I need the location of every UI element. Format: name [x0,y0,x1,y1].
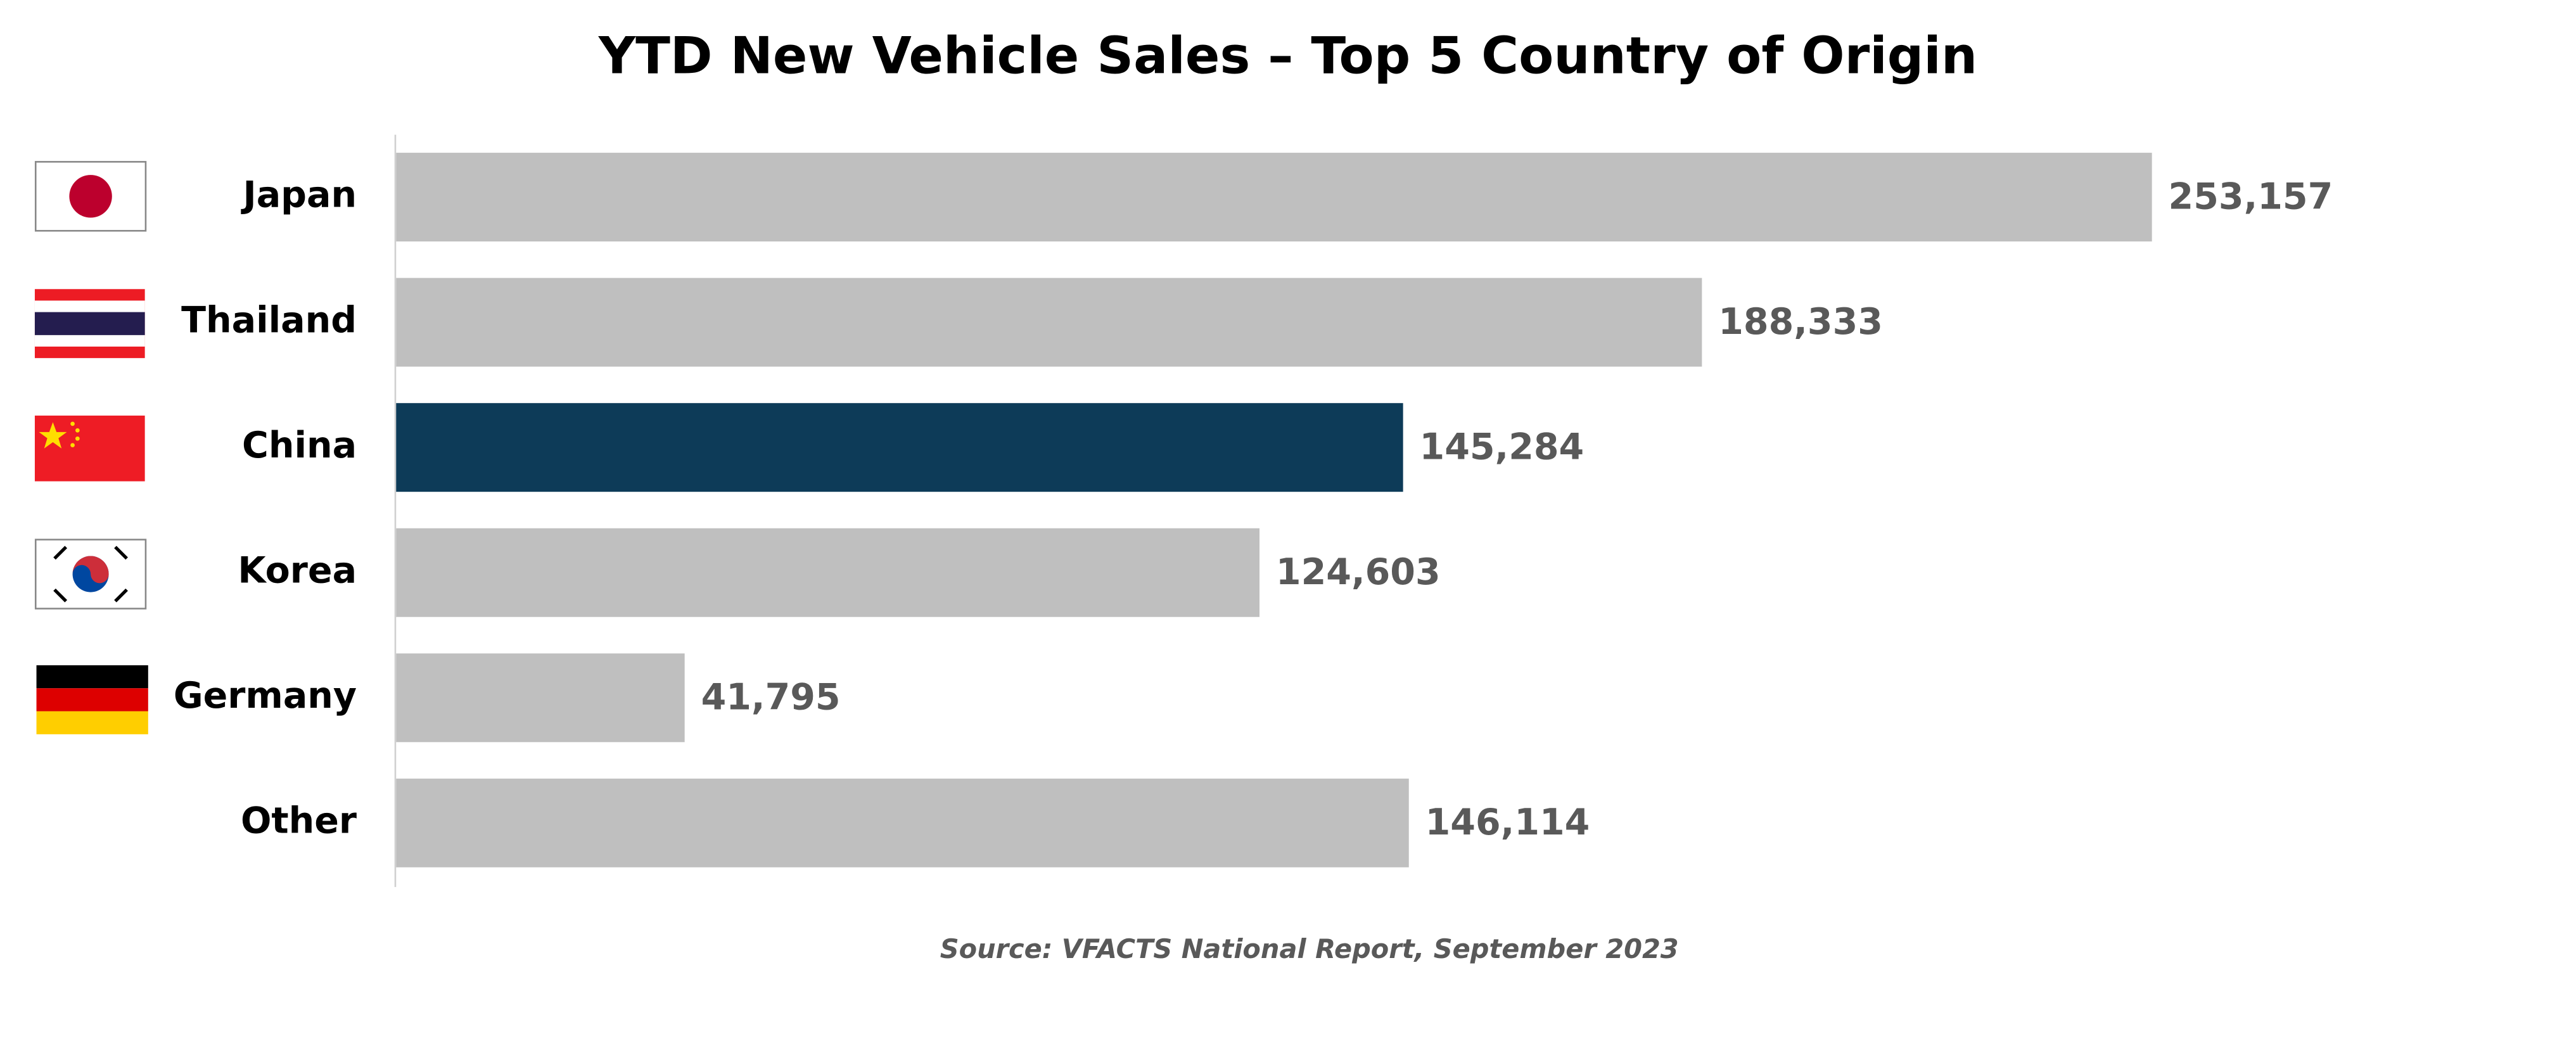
category-label: Thailand [181,299,357,341]
flag-thailand [34,289,145,359]
category-label: Other [241,800,357,841]
category-label: Korea [238,549,357,591]
source-note: Source: VFACTS National Report, Septembe… [940,934,1679,964]
value-label: 253,157 [2169,176,2333,217]
bar [396,278,1702,367]
value-label: 124,603 [1276,551,1441,593]
bar [396,528,1260,617]
category-label: Germany [174,675,357,717]
flag-korea [34,539,147,610]
category-label: China [242,425,357,466]
value-label: 41,795 [701,676,841,718]
flag-japan [34,161,147,232]
value-label: 188,333 [1718,301,1883,343]
flag-china [34,415,145,482]
value-label: 145,284 [1420,426,1584,468]
flag-germany [36,665,148,734]
value-label: 146,114 [1425,802,1590,843]
bar [396,403,1403,492]
bar [396,153,2152,242]
category-label: Japan [240,174,357,216]
chart-title: YTD New Vehicle Sales – Top 5 Country of… [598,25,1977,85]
bar [396,778,1409,867]
bar [396,653,685,743]
